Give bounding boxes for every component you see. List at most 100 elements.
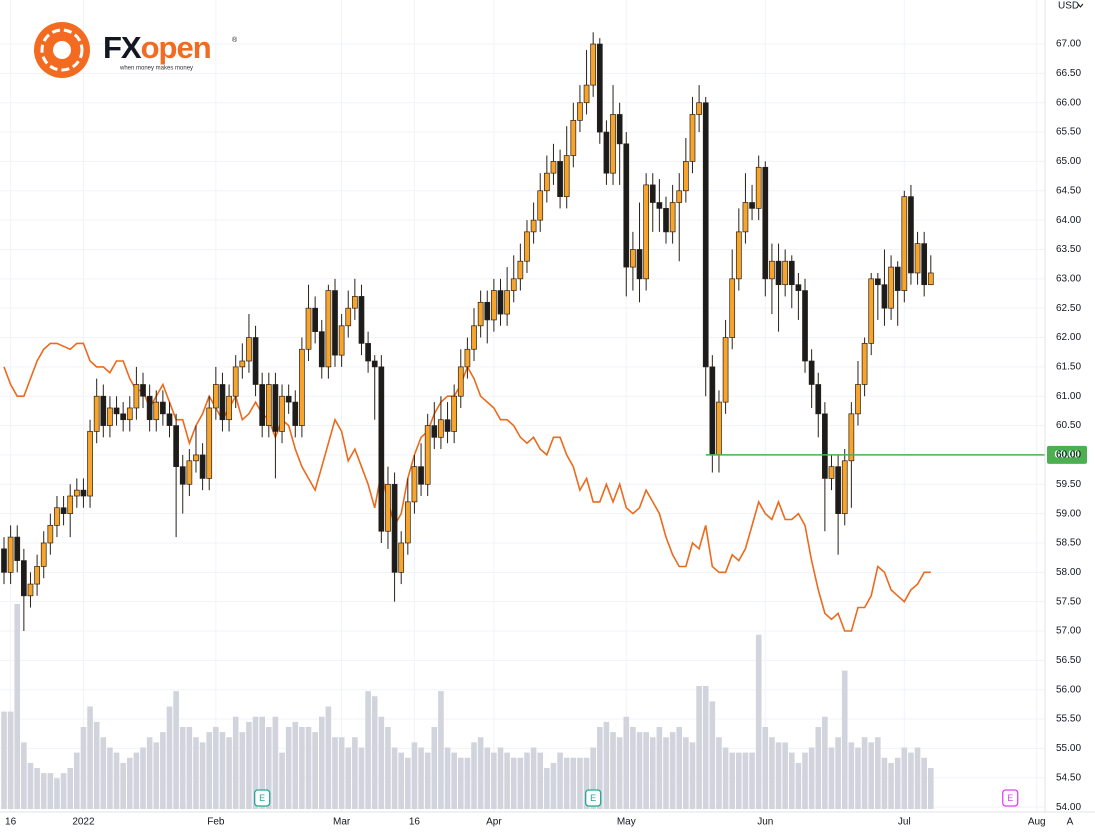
candle-body [656, 202, 663, 209]
candle-body [709, 366, 716, 456]
candle-body [14, 536, 21, 561]
candle-body [100, 395, 107, 426]
x-tick-label: 16 [409, 817, 421, 828]
volume-bar [908, 752, 914, 809]
volume-bar [74, 752, 80, 809]
volume-bar [160, 732, 166, 809]
volume-bar [491, 752, 497, 809]
y-tick-label: 65.00 [1056, 156, 1081, 167]
volume-bar [729, 752, 735, 809]
volume-bar [299, 727, 305, 809]
volume-bar [219, 732, 226, 809]
volume-bar [669, 732, 676, 809]
volume-bar [34, 768, 40, 809]
candle-body [166, 413, 173, 426]
volume-bar [398, 752, 404, 809]
currency-label[interactable]: USD [1058, 1, 1079, 12]
candle-body [451, 395, 458, 432]
volume-bar [868, 742, 875, 809]
event-marker[interactable] [585, 789, 602, 807]
candle-body [431, 425, 438, 438]
candle-body [312, 307, 318, 333]
volume-bar [484, 747, 491, 809]
candle-body [729, 278, 736, 338]
candle-body [868, 278, 875, 344]
x-tick-label: 2022 [72, 817, 95, 828]
candle-body [689, 114, 696, 162]
volume-bar [782, 742, 788, 809]
candle-body [246, 337, 252, 362]
volume-bar [21, 742, 27, 809]
candle-body [822, 413, 828, 479]
volume-bar [126, 757, 133, 809]
volume-bar [464, 757, 471, 809]
volume-bar [563, 757, 570, 809]
candle-body [735, 231, 742, 280]
candle-body [418, 466, 424, 485]
candle-body [471, 325, 477, 350]
candle-body [365, 343, 371, 362]
candle-body [219, 384, 226, 421]
logo-text: FXopen [103, 30, 211, 65]
candle-body [888, 266, 894, 309]
logo-fx: FX [103, 30, 142, 65]
y-tick-label: 61.00 [1056, 391, 1081, 402]
volume-bar [808, 747, 815, 809]
volume-bar [325, 706, 332, 809]
candle-body [232, 366, 239, 397]
x-tick-label: Jul [898, 817, 911, 828]
volume-bar [636, 732, 643, 809]
volume-bar [100, 737, 107, 809]
candle-body [649, 184, 656, 203]
candle-body [199, 454, 206, 479]
candle-body [338, 325, 345, 356]
volume-bar [213, 727, 219, 809]
volume-bar [332, 737, 338, 809]
volume-bar [848, 742, 855, 809]
candle-body [160, 401, 166, 415]
candle-body [193, 454, 199, 462]
y-tick-label: 54.00 [1056, 802, 1081, 813]
volume-bar [133, 752, 140, 809]
volume-bar [199, 742, 206, 809]
volume-bar [663, 737, 669, 809]
event-marker[interactable] [254, 789, 271, 807]
volume-bar [795, 762, 802, 809]
y-tick-label: 59.00 [1056, 508, 1081, 519]
candle-body [543, 172, 550, 192]
volume-bar [153, 742, 160, 809]
volume-bar [371, 696, 378, 809]
volume-bar [762, 727, 769, 809]
volume-bar [166, 706, 173, 809]
candle-body [358, 296, 365, 344]
volume-bar [815, 727, 822, 809]
volume-bar [107, 747, 113, 809]
candle-body [54, 507, 60, 526]
candle-body [173, 425, 179, 468]
volume-bar [550, 762, 557, 809]
candle-body [352, 296, 358, 309]
currency-chevron[interactable] [1077, 3, 1084, 8]
candle-body [795, 284, 802, 291]
volume-bar [914, 747, 921, 809]
candle-body [179, 466, 186, 485]
volume-bar [583, 757, 590, 809]
volume-bar [186, 727, 193, 809]
volume-bar [471, 742, 477, 809]
volume-bar [14, 604, 21, 809]
volume-bar [206, 732, 213, 809]
volume-bar [418, 747, 424, 809]
auto-scale-button[interactable]: A [1067, 817, 1074, 828]
candle-body [775, 260, 782, 286]
volume-bar [365, 691, 371, 809]
event-marker[interactable] [1002, 789, 1019, 807]
candle-body [484, 301, 491, 321]
volume-bar [683, 737, 689, 809]
logo-registered: ® [232, 36, 238, 44]
candle-body [550, 161, 557, 174]
y-tick-label: 56.00 [1056, 684, 1081, 695]
y-tick-label: 65.50 [1056, 127, 1081, 138]
logo-emblem-detail [40, 28, 84, 72]
y-tick-label: 64.00 [1056, 215, 1081, 226]
y-tick-label: 59.50 [1056, 479, 1081, 490]
